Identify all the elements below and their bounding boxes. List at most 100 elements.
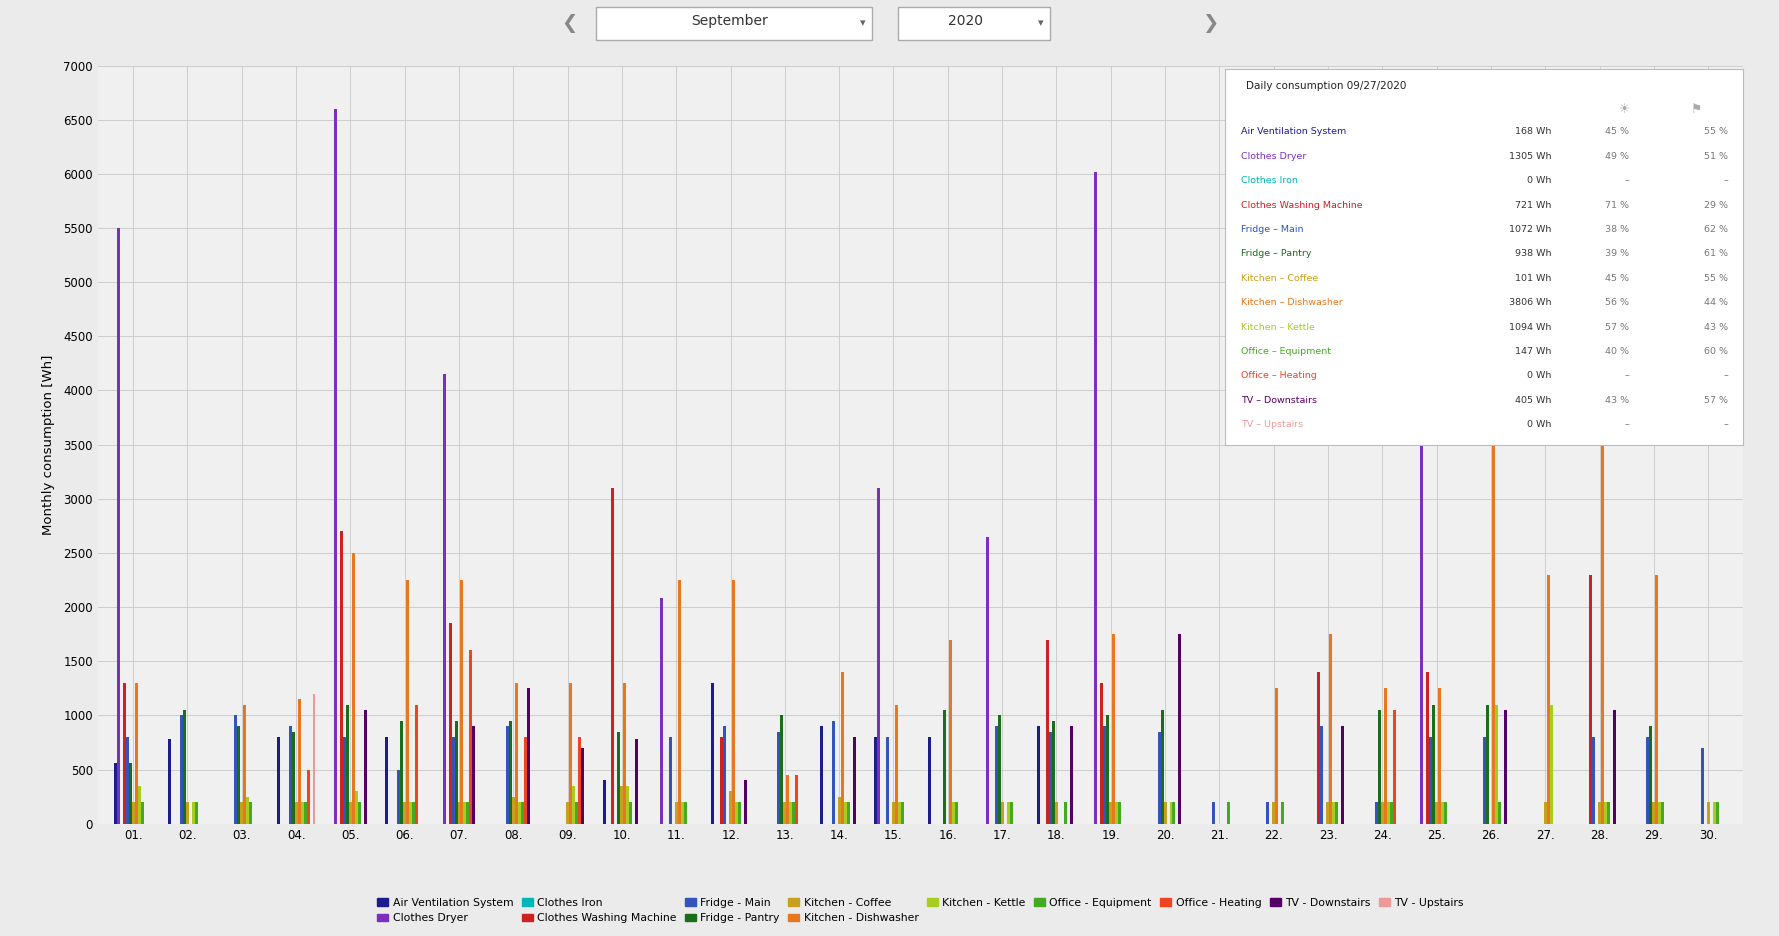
Bar	[126, 737, 128, 824]
Bar	[1178, 635, 1181, 824]
Bar	[518, 802, 521, 824]
Text: ⚑: ⚑	[1692, 103, 1703, 116]
Bar	[464, 802, 466, 824]
Bar	[345, 705, 349, 824]
Bar	[1103, 726, 1107, 824]
Text: 405 Wh: 405 Wh	[1516, 396, 1551, 404]
Text: TV – Upstairs: TV – Upstairs	[1240, 420, 1302, 430]
Bar	[998, 715, 1000, 824]
Bar	[132, 802, 135, 824]
Bar	[1050, 732, 1051, 824]
Bar	[180, 715, 183, 824]
Text: 39 %: 39 %	[1605, 250, 1630, 258]
Bar	[792, 802, 795, 824]
Text: 147 Wh: 147 Wh	[1516, 347, 1551, 356]
Text: –: –	[1624, 176, 1630, 185]
Text: 40 %: 40 %	[1605, 347, 1630, 356]
Bar	[358, 802, 361, 824]
Bar	[352, 553, 354, 824]
Bar	[1701, 748, 1704, 824]
Bar	[1094, 171, 1098, 824]
Bar	[1318, 672, 1320, 824]
Bar	[566, 802, 569, 824]
Text: –: –	[1624, 372, 1630, 380]
Bar	[674, 802, 678, 824]
Text: TV – Downstairs: TV – Downstairs	[1240, 396, 1316, 404]
Bar	[735, 802, 738, 824]
Bar	[288, 726, 292, 824]
Bar	[898, 802, 900, 824]
Bar	[505, 726, 509, 824]
Bar	[952, 802, 955, 824]
Text: 55 %: 55 %	[1704, 274, 1727, 283]
Bar	[731, 580, 735, 824]
Text: 1094 Wh: 1094 Wh	[1509, 323, 1551, 331]
Bar	[729, 791, 731, 824]
Bar	[1605, 802, 1606, 824]
Bar	[1115, 802, 1119, 824]
Bar	[582, 748, 584, 824]
Bar	[900, 802, 904, 824]
Text: ▾: ▾	[1037, 19, 1044, 28]
Bar	[137, 785, 141, 824]
Bar	[1119, 802, 1121, 824]
Bar	[877, 488, 881, 824]
Bar	[1389, 802, 1393, 824]
Text: 44 %: 44 %	[1704, 299, 1727, 307]
Y-axis label: Monthly consumption [Wh]: Monthly consumption [Wh]	[43, 355, 55, 534]
Bar	[943, 709, 946, 824]
Bar	[1546, 575, 1550, 824]
Text: 938 Wh: 938 Wh	[1516, 250, 1551, 258]
Bar	[738, 802, 742, 824]
Text: –: –	[1724, 420, 1727, 430]
Text: Daily consumption 09/27/2020: Daily consumption 09/27/2020	[1245, 80, 1405, 91]
Bar	[1393, 709, 1397, 824]
Bar	[365, 709, 366, 824]
Bar	[575, 802, 578, 824]
Bar	[1496, 705, 1498, 824]
Bar	[295, 802, 297, 824]
Bar	[246, 797, 249, 824]
Bar	[1601, 406, 1605, 824]
Bar	[1377, 709, 1381, 824]
Bar	[141, 802, 144, 824]
Bar	[1487, 705, 1489, 824]
Bar	[1505, 709, 1507, 824]
Bar	[786, 775, 790, 824]
Bar	[795, 775, 799, 824]
Bar	[1589, 575, 1592, 824]
Bar	[413, 802, 415, 824]
Bar	[135, 683, 137, 824]
Bar	[114, 763, 117, 824]
Bar	[1069, 726, 1073, 824]
Bar	[1706, 802, 1710, 824]
Legend: Air Ventilation System, Clothes Dryer, Clothes Iron, Clothes Washing Machine, Fr: Air Ventilation System, Clothes Dryer, C…	[374, 894, 1468, 928]
Bar	[669, 737, 672, 824]
Bar	[448, 623, 452, 824]
Bar	[1498, 802, 1501, 824]
Bar	[457, 802, 461, 824]
Bar	[1658, 802, 1662, 824]
Bar	[1437, 688, 1441, 824]
Bar	[1713, 802, 1715, 824]
Text: ❯: ❯	[1201, 14, 1219, 33]
Bar	[235, 715, 237, 824]
FancyBboxPatch shape	[596, 7, 872, 39]
Bar	[452, 737, 454, 824]
Bar	[1592, 737, 1596, 824]
Text: Office – Equipment: Office – Equipment	[1240, 347, 1331, 356]
Bar	[603, 781, 605, 824]
Bar	[1614, 709, 1615, 824]
Bar	[354, 791, 358, 824]
Text: ▾: ▾	[859, 19, 866, 28]
Bar	[509, 721, 512, 824]
Text: 721 Wh: 721 Wh	[1516, 200, 1551, 210]
Bar	[128, 763, 132, 824]
Text: Clothes Washing Machine: Clothes Washing Machine	[1240, 200, 1363, 210]
Bar	[612, 488, 614, 824]
Bar	[1484, 737, 1487, 824]
Bar	[117, 228, 119, 824]
Bar	[1272, 802, 1276, 824]
Bar	[1169, 802, 1172, 824]
Bar	[343, 737, 345, 824]
